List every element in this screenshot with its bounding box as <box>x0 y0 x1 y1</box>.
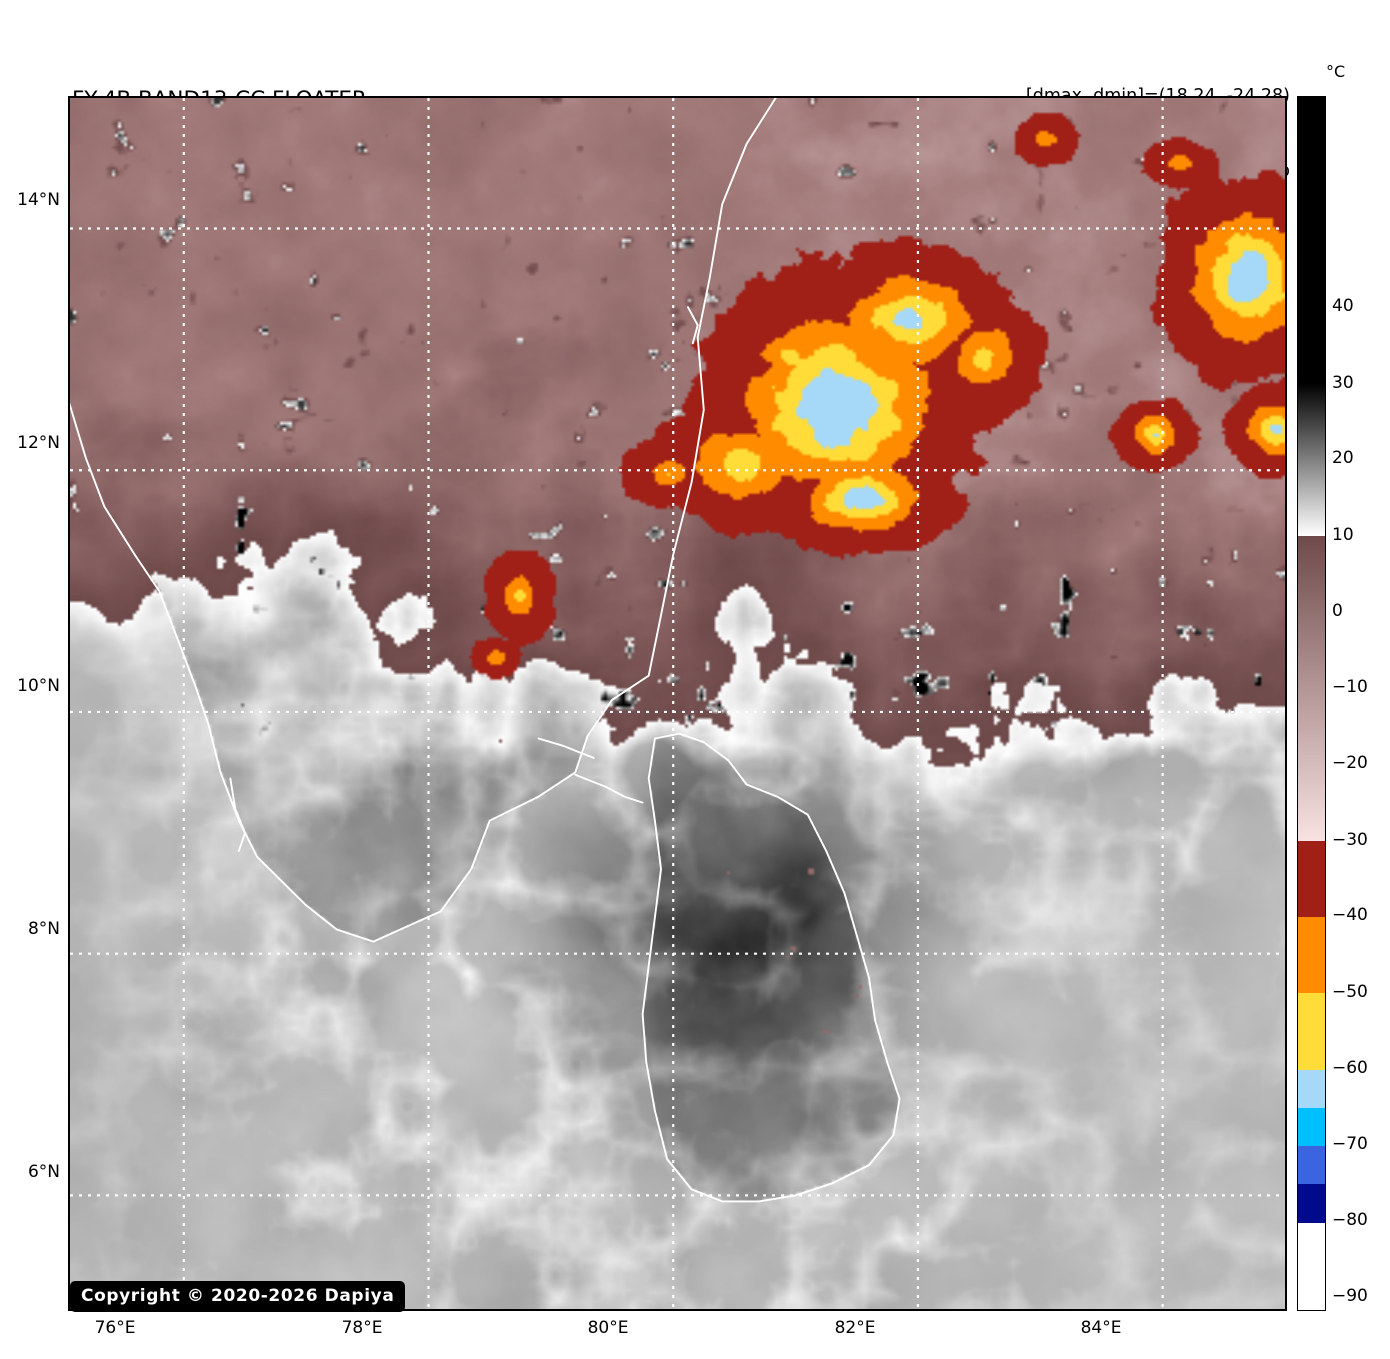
colorbar-tick-label: −90 <box>1332 1286 1368 1307</box>
colorbar-tick-label: −20 <box>1332 753 1368 774</box>
lat-tick-label: 12°N <box>17 433 60 453</box>
colorbar-tick-label: −60 <box>1332 1058 1368 1078</box>
colorbar-tick-label: −40 <box>1332 905 1368 926</box>
colorbar-tick-label: −30 <box>1332 829 1368 850</box>
colorbar-segment <box>1298 1146 1325 1185</box>
colorbar-tick-label: −50 <box>1332 981 1368 1002</box>
satellite-map-panel[interactable] <box>68 96 1287 1311</box>
colorbar-segment <box>1298 383 1325 537</box>
longitude-axis: 76°E 78°E 80°E 82°E 84°E <box>0 1318 1390 1348</box>
colorbar-segment <box>1298 97 1325 384</box>
map-overlay-vectors <box>70 98 1285 1309</box>
coastline-india-west <box>70 402 375 943</box>
colorbar-segment <box>1298 1069 1325 1109</box>
coastline-palk-strait <box>574 773 644 804</box>
latitude-axis: 14°N 12°N 10°N 8°N 6°N <box>0 0 68 1359</box>
temperature-colorbar[interactable] <box>1297 96 1326 1311</box>
satellite-ir-imagery <box>70 98 1285 1309</box>
lon-tick-label: 80°E <box>587 1318 629 1338</box>
copyright-watermark: Copyright © 2020-2026 Dapiya <box>70 1281 406 1312</box>
coastline-mannar-spit <box>537 737 595 759</box>
coastline-india-east <box>372 98 777 943</box>
colorbar-tick-label: 10 <box>1332 524 1354 545</box>
colorbar-segment <box>1298 1184 1325 1224</box>
lat-tick-label: 10°N <box>17 676 60 696</box>
coastline-vembanad-lagoon <box>229 777 246 852</box>
colorbar-tick-label: 0 <box>1332 601 1343 622</box>
lon-tick-label: 78°E <box>341 1318 383 1338</box>
colorbar-segment <box>1298 840 1325 918</box>
colorbar-tick-label: 40 <box>1332 296 1354 317</box>
colorbar-tick-label: 20 <box>1332 448 1354 469</box>
colorbar-tick-label: −80 <box>1332 1209 1368 1230</box>
colorbar-tick-label: −70 <box>1332 1134 1368 1155</box>
lat-tick-label: 8°N <box>27 919 60 939</box>
colorbar-tick-label: 30 <box>1332 372 1354 393</box>
colorbar-tick-label: −10 <box>1332 676 1368 697</box>
colorbar-segment <box>1298 993 1325 1071</box>
colorbar-segment <box>1298 1108 1325 1147</box>
lon-tick-label: 84°E <box>1080 1318 1122 1338</box>
colorbar-unit-label: °C <box>1326 62 1346 81</box>
lon-tick-label: 76°E <box>94 1318 136 1338</box>
coastline-sri-lanka <box>641 732 901 1203</box>
colorbar-segment <box>1298 917 1325 994</box>
colorbar-segment <box>1298 535 1325 842</box>
lat-tick-label: 6°N <box>27 1162 60 1182</box>
lon-tick-label: 82°E <box>834 1318 876 1338</box>
colorbar-segment <box>1298 1222 1325 1310</box>
lat-tick-label: 14°N <box>17 190 60 210</box>
coastline-pulicat-lake <box>686 306 699 345</box>
